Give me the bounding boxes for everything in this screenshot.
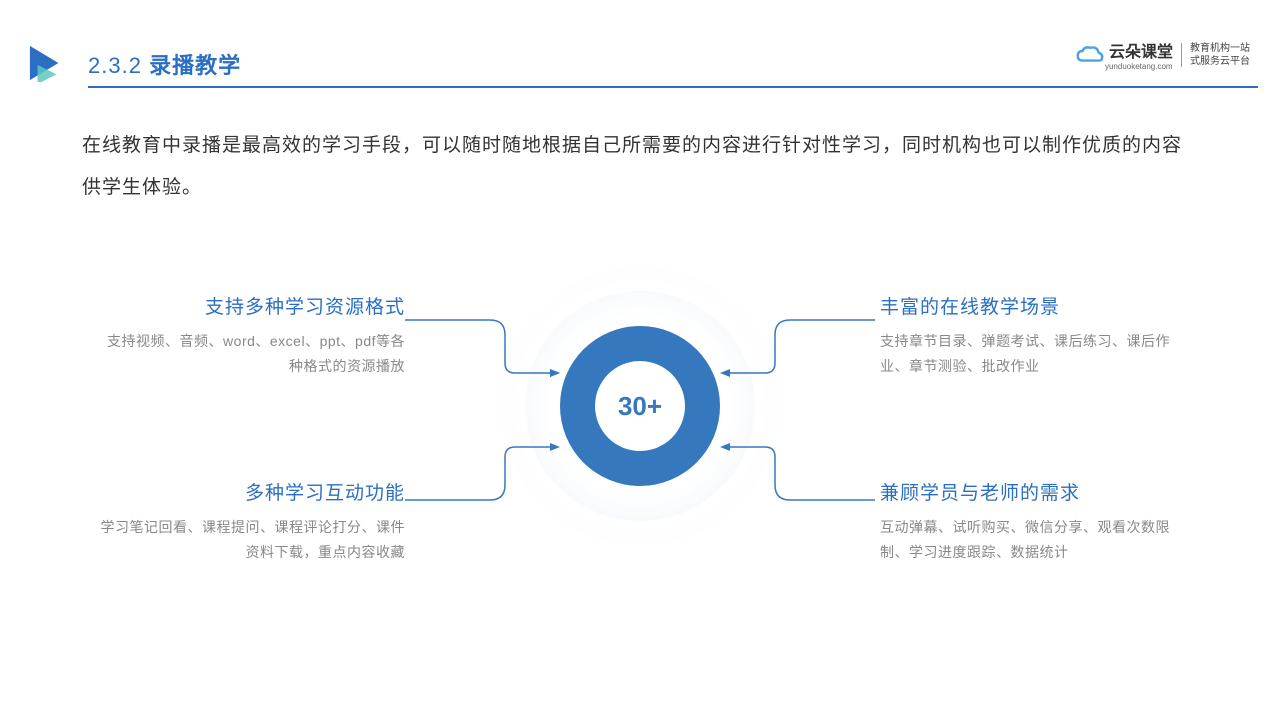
feature-desc: 支持章节目录、弹题考试、课后练习、课后作业、章节测验、批改作业 [880, 329, 1190, 379]
feature-top-right: 丰富的在线教学场景 支持章节目录、弹题考试、课后练习、课后作业、章节测验、批改作… [880, 292, 1190, 379]
brand-logo: 云朵课堂 yunduoketang.com 教育机构一站 式服务云平台 [1073, 38, 1250, 71]
feature-bot-left: 多种学习互动功能 学习笔记回看、课程提问、课程评论打分、课件资料下载，重点内容收… [95, 478, 405, 565]
feature-desc: 支持视频、音频、word、excel、ppt、pdf等各种格式的资源播放 [95, 329, 405, 379]
logo-divider [1181, 43, 1182, 67]
connector-top-right [710, 315, 880, 380]
title-underline [88, 86, 1258, 88]
ring-center: 30+ [595, 361, 685, 451]
feature-title: 多种学习互动功能 [95, 478, 405, 505]
feature-top-left: 支持多种学习资源格式 支持视频、音频、word、excel、ppt、pdf等各种… [95, 292, 405, 379]
section-number: 2.3.2 [88, 53, 142, 78]
section-name: 录播教学 [149, 53, 241, 78]
connector-top-left [400, 315, 570, 380]
feature-desc: 互动弹幕、试听购买、微信分享、观看次数限制、学习进度跟踪、数据统计 [880, 515, 1190, 565]
cloud-icon [1073, 43, 1105, 67]
brand-url: yunduoketang.com [1105, 62, 1173, 71]
play-icon [28, 44, 66, 82]
connector-bot-right [710, 440, 880, 505]
brand-name: 云朵课堂 [1109, 38, 1173, 62]
section-title: 2.3.2 录播教学 [88, 48, 241, 80]
connector-bot-left [400, 440, 570, 505]
feature-bot-right: 兼顾学员与老师的需求 互动弹幕、试听购买、微信分享、观看次数限制、学习进度跟踪、… [880, 478, 1190, 565]
slide-header: 2.3.2 录播教学 云朵课堂 yunduoketang.com 教育机构一站 … [0, 30, 1280, 90]
ring-value: 30+ [618, 391, 662, 422]
logo-text-block: 云朵课堂 yunduoketang.com [1105, 38, 1173, 71]
feature-title: 丰富的在线教学场景 [880, 292, 1190, 319]
intro-paragraph: 在线教育中录播是最高效的学习手段，可以随时随地根据自己所需要的内容进行针对性学习… [82, 125, 1197, 209]
feature-title: 支持多种学习资源格式 [95, 292, 405, 319]
feature-desc: 学习笔记回看、课程提问、课程评论打分、课件资料下载，重点内容收藏 [95, 515, 405, 565]
brand-tagline: 教育机构一站 式服务云平台 [1190, 42, 1250, 68]
feature-title: 兼顾学员与老师的需求 [880, 478, 1190, 505]
